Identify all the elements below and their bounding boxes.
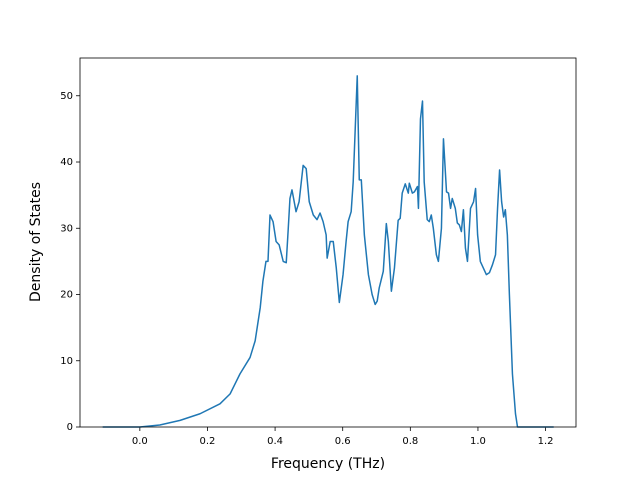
x-tick-label: 0.8: [402, 436, 418, 447]
y-tick-label: 50: [60, 91, 73, 102]
data-line: [102, 75, 554, 428]
y-tick-label: 0: [67, 422, 73, 433]
x-tick-label: 1.0: [470, 436, 486, 447]
y-tick-label: 40: [60, 157, 73, 168]
y-axis-label: Density of States: [28, 182, 44, 302]
plot-frame: [79, 57, 577, 428]
x-axis-label: Frequency (THz): [271, 456, 385, 472]
y-tick-label: 30: [60, 223, 73, 234]
x-tick-label: 0.6: [335, 436, 351, 447]
x-tick-label: 0.4: [267, 436, 283, 447]
x-tick-label: 0.2: [200, 436, 216, 447]
x-tick-label: 1.2: [538, 436, 554, 447]
x-tick-label: 0.0: [132, 436, 148, 447]
y-tick-label: 20: [60, 290, 73, 301]
y-tick-label: 10: [60, 356, 73, 367]
